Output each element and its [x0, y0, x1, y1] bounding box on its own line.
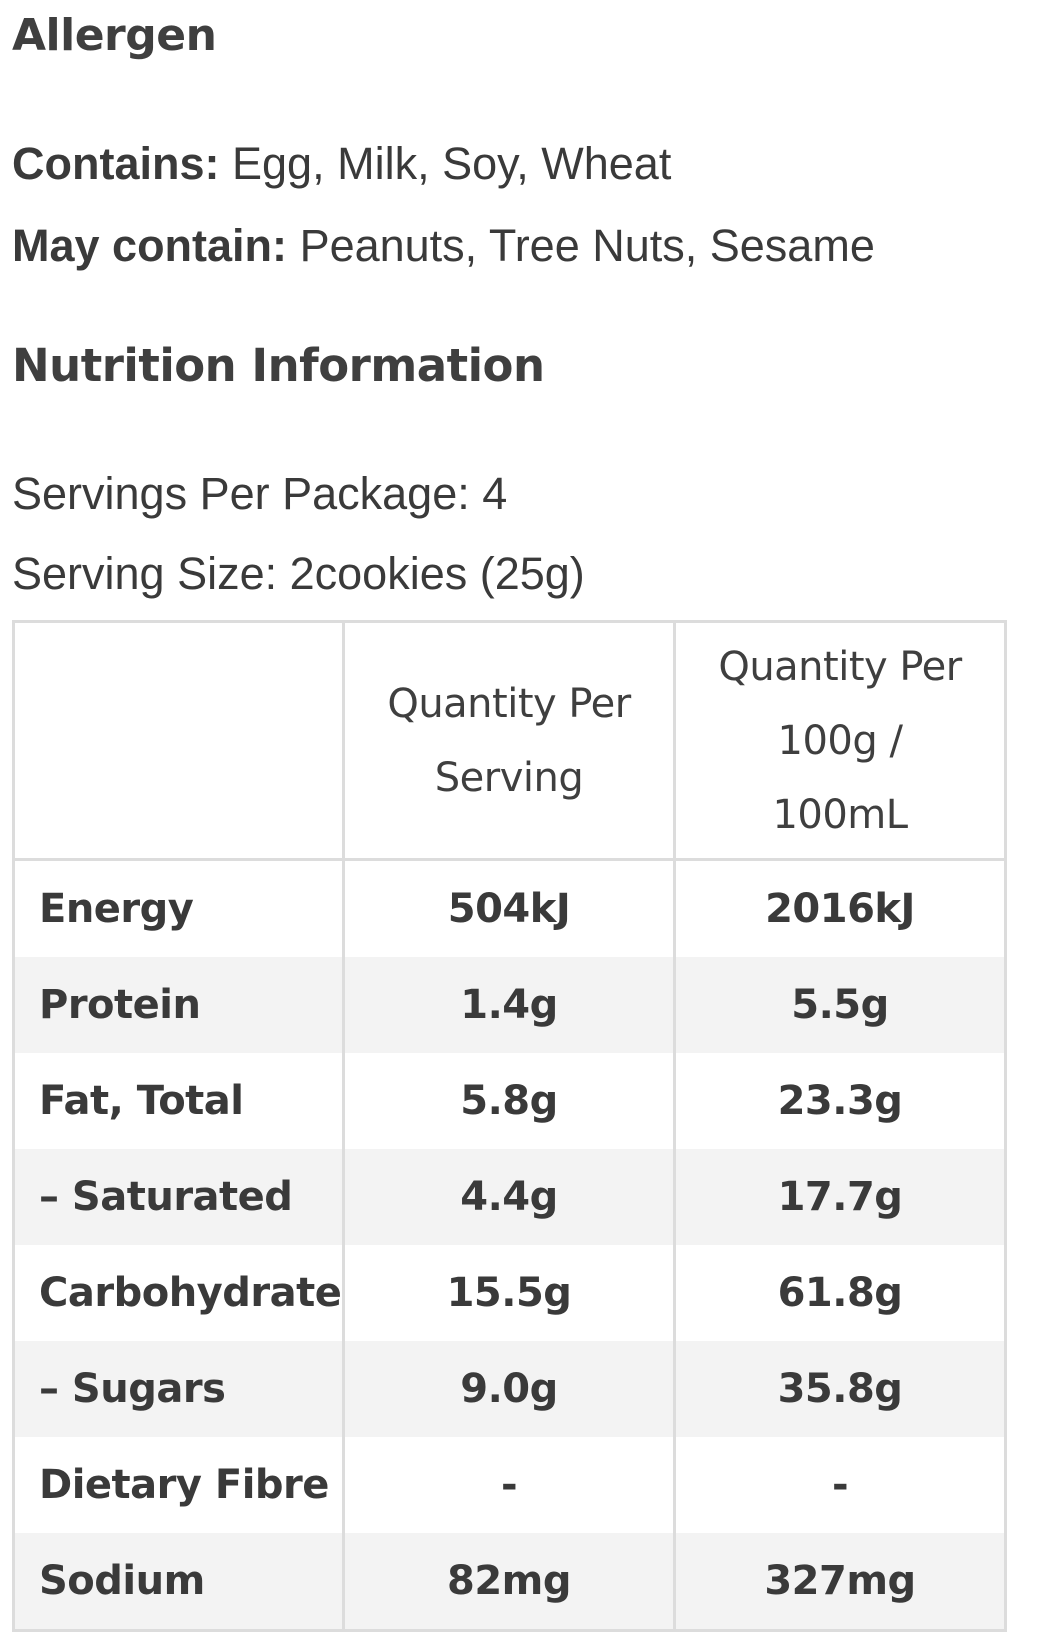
per-100-value: 17.7g: [673, 1149, 1007, 1245]
nutrient-name: Fat, Total: [12, 1053, 345, 1149]
nutrient-name: – Saturated: [12, 1149, 345, 1245]
may-contain-label: May contain:: [12, 220, 288, 271]
per-100-value: 5.5g: [673, 957, 1007, 1053]
table-row: Dietary Fibre - -: [12, 1437, 1007, 1533]
nutrition-table: Quantity Per Serving Quantity Per 100g /…: [12, 620, 1007, 1632]
per-100-value: 35.8g: [673, 1341, 1007, 1437]
header-nutrient: [12, 621, 345, 861]
per-serving-value: 4.4g: [342, 1149, 676, 1245]
nutrient-name: Sodium: [12, 1533, 345, 1631]
servings-per-package: Servings Per Package: 4: [12, 468, 508, 519]
per-100-value: 61.8g: [673, 1245, 1007, 1341]
nutrient-name: Protein: [12, 957, 345, 1053]
per-serving-value: 9.0g: [342, 1341, 676, 1437]
table-row: Protein 1.4g 5.5g: [12, 957, 1007, 1053]
may-contain-value: Peanuts, Tree Nuts, Sesame: [299, 220, 875, 271]
table-header-row: Quantity Per Serving Quantity Per 100g /…: [12, 621, 1007, 861]
header-per-serving: Quantity Per Serving: [342, 621, 676, 861]
contains-line: Contains: Egg, Milk, Soy, Wheat: [12, 136, 671, 192]
per-serving-value: 15.5g: [342, 1245, 676, 1341]
nutrient-name: Dietary Fibre: [12, 1437, 345, 1533]
per-serving-value: 504kJ: [342, 859, 676, 957]
per-serving-value: -: [342, 1437, 676, 1533]
nutrient-name: Energy: [12, 859, 345, 957]
per-100-value: -: [673, 1437, 1007, 1533]
allergen-heading: Allergen: [12, 10, 217, 61]
table-row: – Sugars 9.0g 35.8g: [12, 1341, 1007, 1437]
serving-size: Serving Size: 2cookies (25g): [12, 548, 585, 599]
table-row: – Saturated 4.4g 17.7g: [12, 1149, 1007, 1245]
may-contain-line: May contain: Peanuts, Tree Nuts, Sesame: [12, 218, 875, 274]
table-row: Carbohydrate 15.5g 61.8g: [12, 1245, 1007, 1341]
contains-label: Contains:: [12, 138, 220, 189]
per-100-value: 23.3g: [673, 1053, 1007, 1149]
per-serving-value: 82mg: [342, 1533, 676, 1631]
nutrient-name: Carbohydrate: [12, 1245, 345, 1341]
header-per-100: Quantity Per 100g / 100mL: [673, 621, 1007, 861]
table-row: Energy 504kJ 2016kJ: [12, 859, 1007, 957]
nutrition-heading: Nutrition Information: [12, 339, 545, 392]
nutrient-name: – Sugars: [12, 1341, 345, 1437]
per-serving-value: 1.4g: [342, 957, 676, 1053]
per-100-value: 2016kJ: [673, 859, 1007, 957]
contains-value: Egg, Milk, Soy, Wheat: [232, 138, 672, 189]
table-row: Fat, Total 5.8g 23.3g: [12, 1053, 1007, 1149]
per-serving-value: 5.8g: [342, 1053, 676, 1149]
table-row: Sodium 82mg 327mg: [12, 1533, 1007, 1631]
per-100-value: 327mg: [673, 1533, 1007, 1631]
